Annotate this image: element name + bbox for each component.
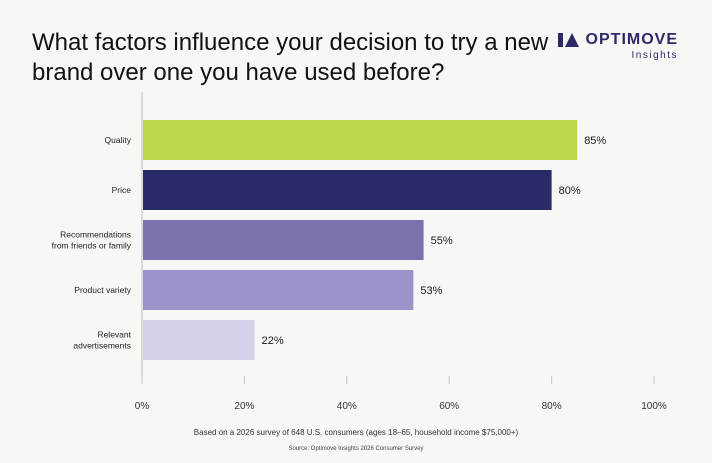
bar-value-label: 85% <box>584 135 606 147</box>
x-tick-label: 100% <box>641 401 667 412</box>
bar <box>143 220 424 260</box>
category-label: Relevant advertisements <box>73 330 131 351</box>
category-label: Product variety <box>74 285 131 295</box>
x-tick-label: 80% <box>542 401 562 412</box>
bar-value-label: 22% <box>262 335 284 347</box>
optimove-logo: OPTIMOVE Insights <box>557 31 678 61</box>
x-tick-label: 20% <box>234 401 254 412</box>
bar-chart: 0% 20% 40% 60% 80% 100% 85% Quality 80% Price 55% R… <box>52 92 667 412</box>
source-note: Source: Optimove Insights 2026 Consumer … <box>288 446 424 452</box>
category-label: Price <box>112 185 132 195</box>
logo-name: OPTIMOVE <box>585 31 678 48</box>
chart-title: What factors influence your decision to … <box>32 29 549 86</box>
bar <box>143 270 414 310</box>
bar <box>143 320 255 360</box>
bar <box>143 170 552 210</box>
survey-note: Based on a 2026 survey of 648 U.S. consu… <box>193 428 519 437</box>
logo-subtitle: Insights <box>631 50 678 61</box>
category-label: Quality <box>105 135 132 145</box>
x-tick-label: 60% <box>439 401 459 412</box>
optimove-logo-icon <box>557 33 579 47</box>
category-label: Recommendations from friends or family <box>52 230 132 251</box>
bar <box>143 120 578 160</box>
bar-value-label: 55% <box>431 235 453 247</box>
bar-value-label: 53% <box>420 285 442 297</box>
x-tick-label: 0% <box>135 401 150 412</box>
x-tick-label: 40% <box>337 401 357 412</box>
bar-value-label: 80% <box>559 185 581 197</box>
